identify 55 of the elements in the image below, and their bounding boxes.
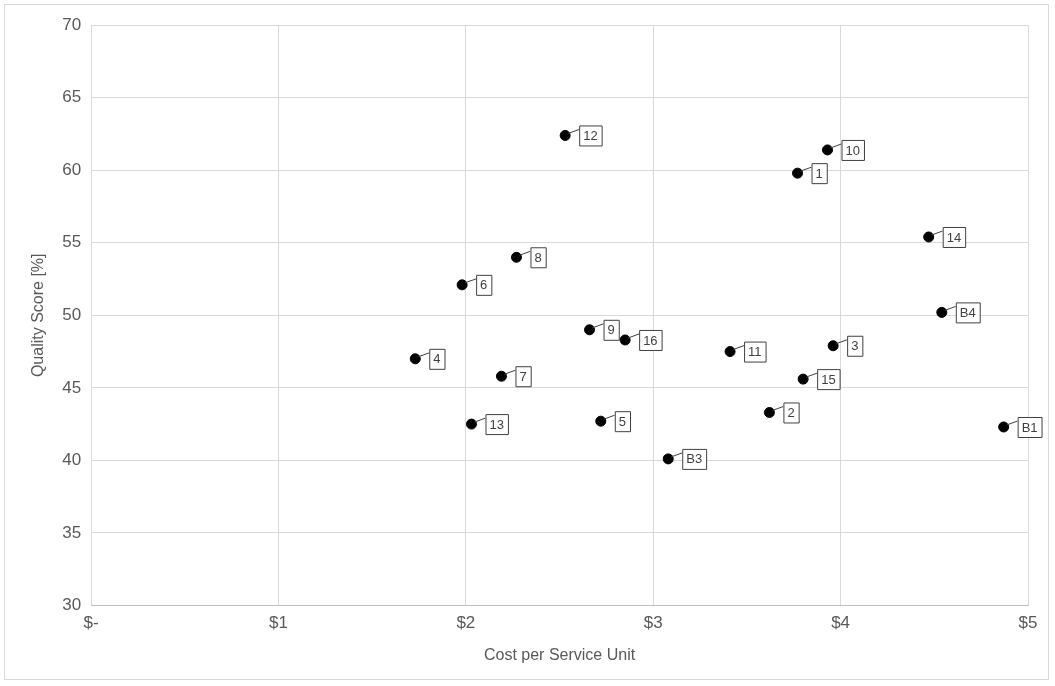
y-tick-label: 45: [62, 377, 82, 397]
x-tick-label: $-: [83, 613, 99, 633]
annotation: 15: [821, 371, 836, 387]
annotation: 6: [480, 277, 488, 293]
annotation: 2: [787, 405, 795, 421]
annotation: 7: [519, 368, 527, 384]
point: [510, 251, 522, 263]
annotation: 9: [607, 322, 615, 338]
y-tick-label: 65: [62, 87, 82, 107]
annotation: 5: [618, 413, 627, 429]
annotation: 14: [946, 229, 962, 245]
point: [998, 421, 1010, 433]
annotation: 16: [643, 332, 658, 348]
point: [619, 334, 631, 346]
point: [923, 231, 935, 243]
point: [595, 415, 607, 427]
annotation: 12: [583, 128, 598, 144]
point: [495, 370, 507, 382]
point: [724, 346, 736, 358]
annotation: 3: [851, 338, 859, 354]
point: [763, 406, 775, 418]
x-tick-label: $2: [456, 613, 476, 633]
annotation: B1: [1021, 419, 1038, 435]
point: [662, 453, 674, 465]
annotation: B3: [686, 451, 703, 467]
annotation: 8: [534, 249, 542, 265]
y-tick-label: 60: [62, 159, 82, 179]
y-tick-label: 55: [62, 232, 82, 252]
y-tick-label: 30: [62, 595, 82, 615]
point: [584, 324, 596, 336]
annotation: 4: [433, 351, 441, 367]
x-tick-label: $1: [269, 613, 288, 633]
point: [456, 279, 468, 291]
point: [822, 144, 834, 156]
point: [792, 167, 804, 179]
annotation: 10: [845, 142, 860, 158]
point: [797, 373, 809, 385]
y-tick-label: 70: [62, 14, 82, 34]
y-tick-label: 50: [62, 304, 82, 324]
x-tick-label: $4: [831, 613, 851, 633]
x-tick-label: $5: [1018, 613, 1038, 633]
point: [409, 353, 421, 365]
y-tick-label: 40: [62, 450, 82, 470]
y-tick-label: 35: [62, 522, 82, 542]
x-tick-label: $3: [643, 613, 663, 633]
point: [936, 306, 948, 318]
annotation: 11: [748, 344, 762, 360]
point: [827, 340, 839, 352]
annotation: 13: [489, 416, 504, 432]
point: [465, 418, 477, 430]
point: [559, 129, 571, 141]
annotation: B4: [959, 304, 976, 320]
x-axis-title: Cost per Service Unit: [483, 645, 636, 663]
y-axis-title: Quality Score [%]: [29, 253, 47, 378]
annotation: 1: [815, 165, 823, 181]
